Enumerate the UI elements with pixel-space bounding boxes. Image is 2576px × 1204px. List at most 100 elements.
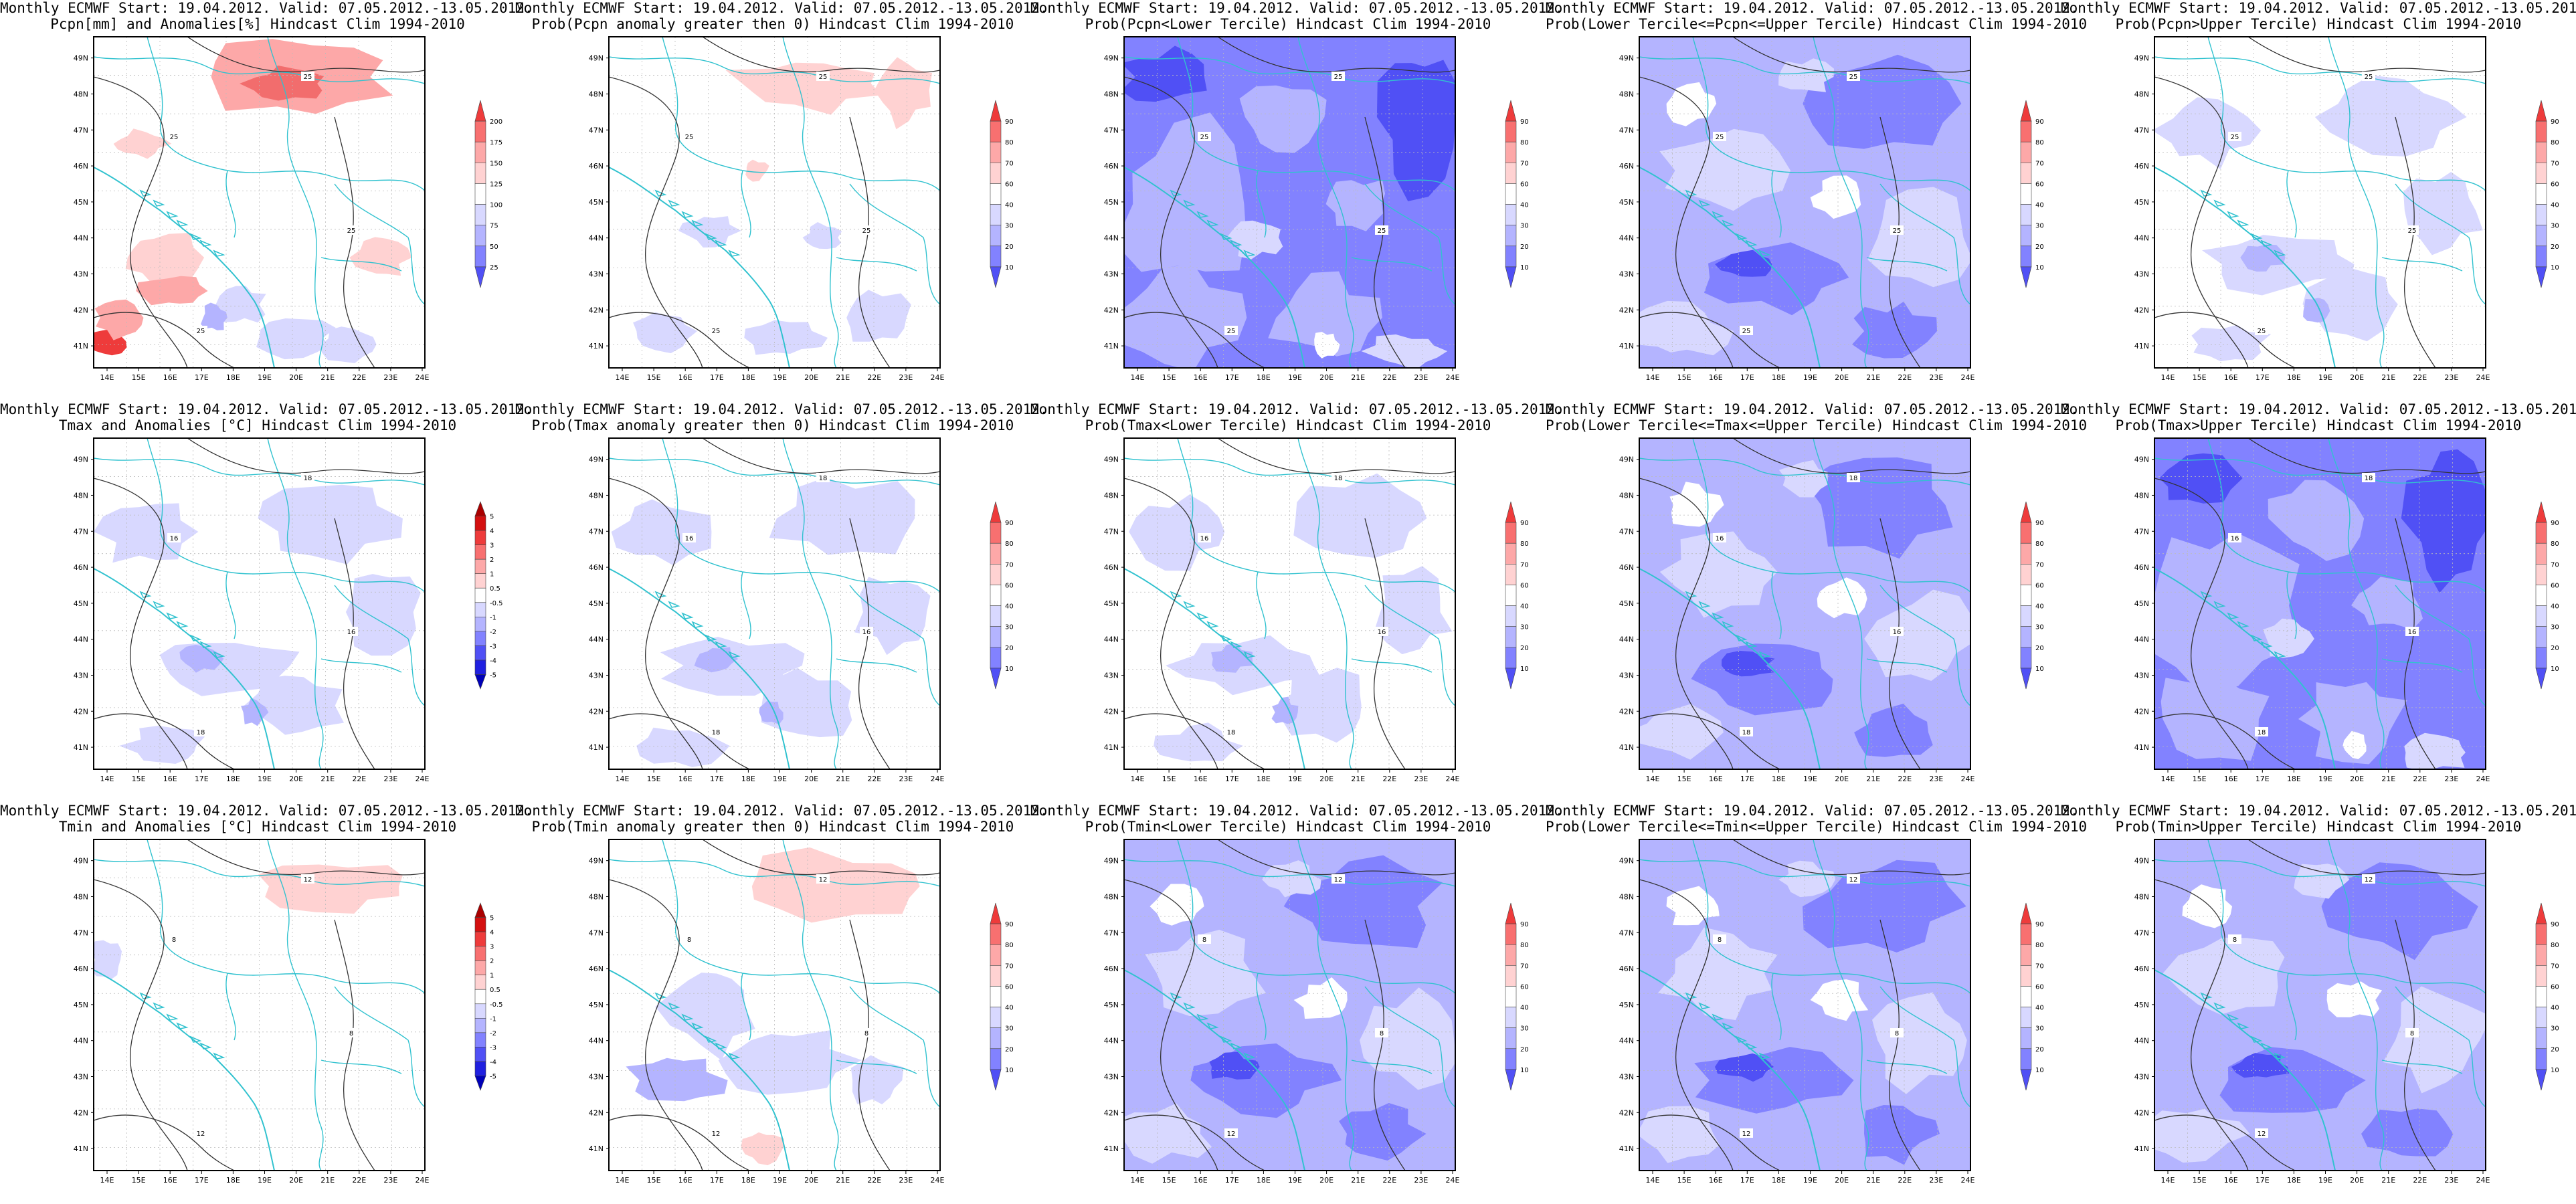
map-area: 8 12 8 12 41N 42N 43N 44N 45N 46N 47N 48N 49N 14E 15E 1… bbox=[1104, 839, 1460, 1185]
colorbar-label: 30 bbox=[1520, 624, 1529, 631]
lon-tick-label: 14E bbox=[1646, 373, 1660, 382]
panel-title-line2: Prob(Tmax>Upper Tercile) Hindcast Clim 1… bbox=[2115, 417, 2522, 433]
shaded-area bbox=[655, 973, 755, 1061]
contour-line bbox=[334, 919, 375, 1171]
colorbar-label: 3 bbox=[490, 944, 494, 951]
country-border bbox=[1297, 438, 1354, 769]
island-outline bbox=[1170, 591, 1182, 598]
island-outline bbox=[728, 1052, 741, 1060]
colorbar-bin bbox=[1505, 1048, 1517, 1070]
lon-tick-label: 18E bbox=[1772, 1176, 1786, 1185]
coastline bbox=[94, 969, 275, 1171]
shaded-area bbox=[2321, 862, 2478, 961]
lon-tick-label: 14E bbox=[100, 373, 114, 382]
contour-label: 25 bbox=[1331, 72, 1345, 81]
shaded-area bbox=[850, 1055, 904, 1104]
country-border bbox=[2286, 973, 2297, 1041]
colorbar-bin bbox=[990, 120, 1002, 142]
lat-tick-label: 41N bbox=[74, 1144, 88, 1153]
colorbar-label: 10 bbox=[2035, 666, 2044, 673]
colorbar-bin bbox=[2535, 1027, 2547, 1049]
island-outline bbox=[1722, 1022, 1734, 1029]
colorbar-label: 90 bbox=[2551, 921, 2559, 928]
colorbar: 90 80 70 60 40 30 20 10 bbox=[2535, 100, 2559, 288]
lon-tick-label: 20E bbox=[2350, 1176, 2364, 1185]
contour-label: 12 bbox=[194, 1128, 207, 1138]
island-outline bbox=[705, 233, 717, 240]
shaded-area bbox=[2294, 864, 2350, 899]
lat-tick-label: 46N bbox=[74, 563, 88, 572]
island-outline bbox=[153, 199, 165, 207]
lat-tick-label: 41N bbox=[2134, 342, 2149, 350]
map-figure: 8 12 8 12 41N 42N 43N 44N 45N 46N 47N 48N 49N 14E 15E 1… bbox=[1104, 839, 1529, 1185]
map-area: 25 25 25 25 41N 42N 43N 44N 45N 46N 47N 48N 49N 14E 15… bbox=[2134, 36, 2490, 382]
shaded-area bbox=[1659, 531, 1778, 618]
shaded-area bbox=[741, 1132, 784, 1166]
shaded-area bbox=[1659, 128, 1791, 211]
contour-line bbox=[609, 76, 703, 368]
shaded-area bbox=[1325, 179, 1386, 231]
country-border bbox=[2207, 839, 2486, 994]
colorbar-label: 70 bbox=[1520, 160, 1529, 167]
country-border bbox=[2381, 1060, 2463, 1074]
lat-tick-label: 49N bbox=[74, 54, 88, 63]
panel-title-line1: Monthly ECMWF Start: 19.04.2012. Valid: … bbox=[1546, 0, 2079, 16]
lat-tick-label: 41N bbox=[1104, 1144, 1119, 1153]
colorbar-label: 60 bbox=[2035, 181, 2044, 188]
contour-line bbox=[94, 1114, 235, 1171]
colorbar: 5 4 3 2 1 0.5 -0.5 -1 -2 -3 -4 -5 bbox=[474, 501, 503, 690]
lon-tick-label: 20E bbox=[1835, 775, 1849, 783]
colorbar-bin bbox=[2535, 1048, 2547, 1070]
map-figure: 25 25 25 25 41N 42N 43N 44N 45N 46N 47N 48N 49N 14E 15… bbox=[1104, 36, 1529, 382]
coastline bbox=[1639, 568, 1821, 769]
lon-tick-label: 15E bbox=[1162, 775, 1176, 783]
island-outline bbox=[681, 211, 694, 218]
island-outline bbox=[2227, 1013, 2239, 1021]
island-outline bbox=[213, 651, 225, 658]
lat-tick-label: 46N bbox=[589, 162, 604, 171]
colorbar: 200 175 150 125 100 75 50 25 bbox=[474, 100, 502, 288]
country-border bbox=[1297, 839, 1354, 1171]
lat-tick-label: 44N bbox=[2134, 234, 2149, 243]
shaded-area bbox=[1283, 855, 1443, 948]
coastline bbox=[1639, 969, 1821, 1171]
lon-tick-label: 19E bbox=[2318, 1176, 2332, 1185]
country-border bbox=[1813, 839, 1869, 1171]
lat-tick-label: 46N bbox=[1104, 162, 1119, 171]
contour-label: 25 bbox=[345, 225, 358, 235]
colorbar-label: 40 bbox=[1005, 202, 1014, 209]
contour-label: 18 bbox=[816, 473, 830, 482]
lon-tick-label: 14E bbox=[1131, 1176, 1145, 1185]
svg-text:25: 25 bbox=[1716, 134, 1724, 141]
island-outline bbox=[139, 591, 152, 598]
colorbar-label: 80 bbox=[2551, 942, 2559, 949]
lon-tick-label: 17E bbox=[1740, 373, 1754, 382]
lat-tick-label: 48N bbox=[2134, 892, 2149, 901]
lon-tick-label: 14E bbox=[1131, 373, 1145, 382]
island-outline bbox=[176, 621, 189, 628]
colorbar-label: 90 bbox=[1005, 921, 1014, 928]
lon-tick-label: 24E bbox=[2476, 373, 2490, 382]
colorbar-bin bbox=[474, 544, 486, 560]
lon-tick-label: 23E bbox=[899, 1176, 913, 1185]
lat-tick-label: 49N bbox=[2134, 857, 2149, 866]
colorbar-bin bbox=[990, 204, 1002, 225]
colorbar-label: 10 bbox=[2035, 264, 2044, 272]
panel-title: Monthly ECMWF Start: 19.04.2012. Valid: … bbox=[515, 401, 1048, 448]
lon-tick-label: 14E bbox=[100, 775, 114, 783]
shaded-area bbox=[215, 286, 266, 323]
lon-tick-label: 18E bbox=[741, 1176, 755, 1185]
colorbar: 90 80 70 60 40 30 20 10 bbox=[1505, 902, 1529, 1091]
colorbar-cap-bottom bbox=[474, 266, 486, 288]
colorbar-label: 30 bbox=[2035, 624, 2044, 631]
lon-tick-label: 21E bbox=[1351, 775, 1365, 783]
colorbar-label: 20 bbox=[1520, 645, 1529, 652]
lon-tick-label: 23E bbox=[899, 775, 913, 783]
colorbar-label: 20 bbox=[1520, 1046, 1529, 1054]
colorbar-bin bbox=[1505, 944, 1517, 966]
island-outline bbox=[1758, 1052, 1771, 1060]
contour-label: 18 bbox=[301, 473, 314, 482]
lat-tick-label: 45N bbox=[2134, 599, 2149, 608]
colorbar: 90 80 70 60 40 30 20 10 bbox=[990, 902, 1014, 1091]
island-outline bbox=[2250, 634, 2263, 641]
